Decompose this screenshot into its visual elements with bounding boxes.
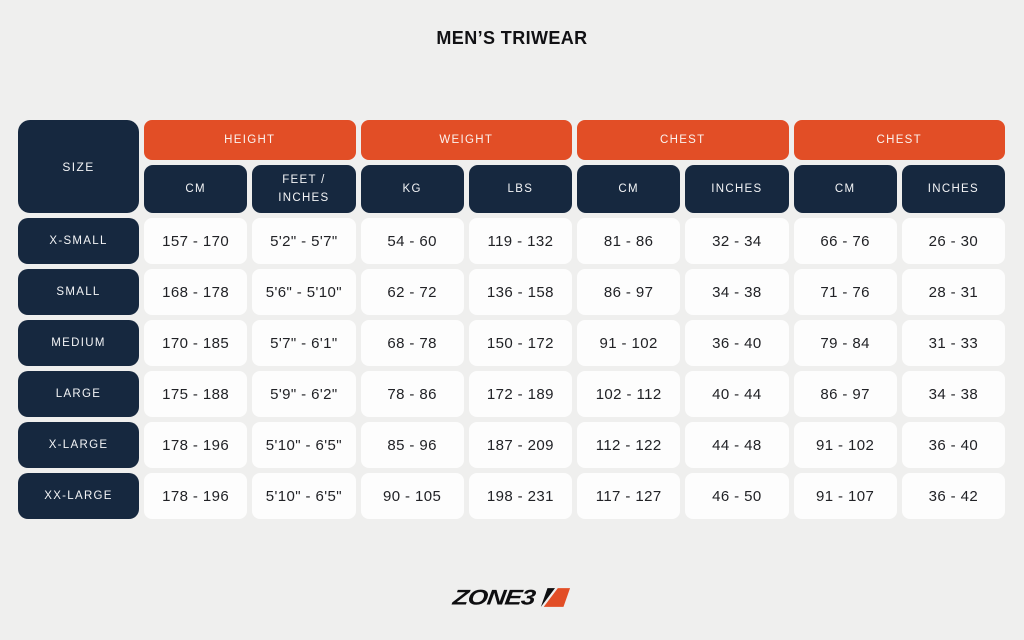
- table-cell: 66 - 76: [793, 218, 897, 264]
- table-cell: 170 - 185: [144, 320, 248, 366]
- table-cell: 85 - 96: [360, 422, 464, 468]
- table-cell: 68 - 78: [360, 320, 464, 366]
- table-cell: 44 - 48: [685, 422, 789, 468]
- table-cell: 117 - 127: [577, 473, 681, 519]
- table-cell: 5'10" - 6'5": [252, 422, 356, 468]
- table-cell: 175 - 188: [144, 371, 248, 417]
- sub-header-chest1-cm: CM: [577, 165, 681, 213]
- table-cell: 81 - 86: [577, 218, 681, 264]
- table-cell: 91 - 102: [793, 422, 897, 468]
- table-cell: 157 - 170: [144, 218, 248, 264]
- table-cell: 36 - 42: [901, 473, 1005, 519]
- zone3-logo-mark-icon: [541, 588, 571, 607]
- table-cell: 71 - 76: [793, 269, 897, 315]
- table-cell: 86 - 97: [793, 371, 897, 417]
- size-column-header: SIZE: [18, 120, 139, 213]
- table-cell: 46 - 50: [685, 473, 789, 519]
- table-cell: 32 - 34: [685, 218, 789, 264]
- table-cell: 112 - 122: [577, 422, 681, 468]
- table-cell: 62 - 72: [360, 269, 464, 315]
- table-cell: 5'7" - 6'1": [252, 320, 356, 366]
- zone3-logo-text: ZONE3: [451, 584, 536, 610]
- sub-header-height-cm: CM: [144, 165, 248, 213]
- table-cell: 90 - 105: [360, 473, 464, 519]
- table-cell: 54 - 60: [360, 218, 464, 264]
- table-cell: 150 - 172: [468, 320, 572, 366]
- table-cell: 178 - 196: [144, 473, 248, 519]
- table-cell: 31 - 33: [901, 320, 1005, 366]
- table-cell: 34 - 38: [901, 371, 1005, 417]
- sub-header-weight-kg: KG: [360, 165, 464, 213]
- table-cell: 102 - 112: [577, 371, 681, 417]
- table-cell: 40 - 44: [685, 371, 789, 417]
- size-label-xx-large: XX-LARGE: [18, 473, 139, 519]
- group-header-chest-1: CHEST: [577, 120, 789, 160]
- table-cell: 91 - 102: [577, 320, 681, 366]
- table-cell: 172 - 189: [468, 371, 572, 417]
- size-label-x-large: X-LARGE: [18, 422, 139, 468]
- sub-header-weight-lbs: LBS: [468, 165, 572, 213]
- sub-header-chest2-inches: INCHES: [901, 165, 1005, 213]
- group-header-chest-2: CHEST: [793, 120, 1005, 160]
- table-cell: 5'9" - 6'2": [252, 371, 356, 417]
- table-cell: 5'6" - 5'10": [252, 269, 356, 315]
- size-label-medium: MEDIUM: [18, 320, 139, 366]
- table-cell: 78 - 86: [360, 371, 464, 417]
- size-chart-table: SIZE HEIGHT WEIGHT CHEST CHEST CM FEET /…: [18, 120, 1005, 519]
- group-header-height: HEIGHT: [144, 120, 356, 160]
- group-header-weight: WEIGHT: [360, 120, 572, 160]
- table-cell: 198 - 231: [468, 473, 572, 519]
- table-cell: 5'10" - 6'5": [252, 473, 356, 519]
- table-cell: 28 - 31: [901, 269, 1005, 315]
- table-cell: 168 - 178: [144, 269, 248, 315]
- table-cell: 86 - 97: [577, 269, 681, 315]
- zone3-logo: ZONE3: [0, 582, 1024, 613]
- table-cell: 79 - 84: [793, 320, 897, 366]
- sub-header-chest2-cm: CM: [793, 165, 897, 213]
- table-cell: 91 - 107: [793, 473, 897, 519]
- table-cell: 187 - 209: [468, 422, 572, 468]
- sub-header-height-feet-inches: FEET / INCHES: [252, 165, 356, 213]
- table-cell: 36 - 40: [685, 320, 789, 366]
- table-cell: 36 - 40: [901, 422, 1005, 468]
- table-cell: 5'2" - 5'7": [252, 218, 356, 264]
- page-title: MEN’S TRIWEAR: [436, 28, 588, 48]
- table-cell: 178 - 196: [144, 422, 248, 468]
- table-cell: 119 - 132: [468, 218, 572, 264]
- sub-header-chest1-inches: INCHES: [685, 165, 789, 213]
- size-label-small: SMALL: [18, 269, 139, 315]
- size-label-x-small: X-SMALL: [18, 218, 139, 264]
- size-label-large: LARGE: [18, 371, 139, 417]
- table-cell: 26 - 30: [901, 218, 1005, 264]
- table-cell: 136 - 158: [468, 269, 572, 315]
- table-cell: 34 - 38: [685, 269, 789, 315]
